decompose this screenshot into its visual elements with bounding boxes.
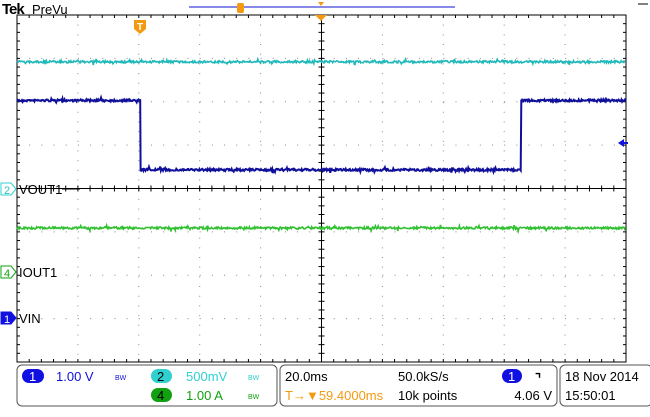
record-trigger-marker xyxy=(237,3,244,13)
svg-text:2: 2 xyxy=(157,369,164,384)
svg-text:4: 4 xyxy=(157,388,164,403)
svg-text:4: 4 xyxy=(4,268,10,280)
svg-text:1: 1 xyxy=(508,369,515,384)
channel-2-bw-icon: BW xyxy=(248,375,260,382)
graticule xyxy=(16,14,627,363)
channel-1-marker[interactable]: 1 xyxy=(0,311,17,326)
acquisition-mode: PreVu xyxy=(32,2,68,17)
horizontal-readout-panel[interactable]: 20.0ms 50.0kS/s 1 ⌝ T→▼59.4000ms 10k poi… xyxy=(279,364,558,407)
time: 15:50:01 xyxy=(565,388,616,403)
svg-text:1: 1 xyxy=(4,314,10,326)
horizontal-delay: 59.4000ms xyxy=(319,388,384,403)
trigger-position-marker[interactable]: T xyxy=(134,20,146,34)
channel-2-scale: 500mV xyxy=(186,369,228,384)
record-center-marker xyxy=(318,2,324,6)
channel-2-badge xyxy=(151,369,172,383)
trace-iout1 xyxy=(16,222,627,235)
trace-vin xyxy=(16,94,627,176)
channel-1-bw-icon: BW xyxy=(115,375,127,382)
delay-arrow-icon: T→▼ xyxy=(285,388,319,403)
record-length: 10k points xyxy=(398,388,458,403)
trigger-level-arrow[interactable] xyxy=(618,139,628,147)
sample-rate: 50.0kS/s xyxy=(398,369,449,384)
time-per-div: 20.0ms xyxy=(285,369,328,384)
channel-2-label: VOUT1 xyxy=(19,182,62,197)
brand-logo: Tek xyxy=(2,1,25,18)
vertical-readout-panel[interactable]: 1 1.00 V BW 2 500mV BW 4 1.00 A BW xyxy=(16,364,278,407)
channel-2-marker[interactable]: 2 xyxy=(0,182,17,197)
horizontal-delay-readout: T→▼59.4000ms xyxy=(285,388,384,403)
channel-4-badge xyxy=(151,388,172,402)
expansion-point-marker xyxy=(315,15,327,21)
trigger-level: 4.06 V xyxy=(514,388,552,403)
waveforms xyxy=(16,56,627,235)
date: 18 Nov 2014 xyxy=(565,369,639,384)
channel-1-badge xyxy=(22,369,44,383)
trigger-source-badge xyxy=(502,369,522,383)
channel-4-scale: 1.00 A xyxy=(186,388,223,403)
svg-text:2: 2 xyxy=(4,185,10,197)
svg-text:1: 1 xyxy=(29,369,36,384)
channel-4-marker[interactable]: 4 xyxy=(0,265,17,280)
svg-text:T: T xyxy=(137,22,143,33)
channel-4-label: IOUT1 xyxy=(19,265,57,280)
channel-1-label: VIN xyxy=(19,311,41,326)
channel-1-scale: 1.00 V xyxy=(56,369,94,384)
trace-vout1 xyxy=(16,56,626,67)
channel-4-bw-icon: BW xyxy=(248,394,260,401)
datetime-panel: 18 Nov 2014 15:50:01 xyxy=(559,364,650,407)
falling-edge-icon: ⌝ xyxy=(535,371,541,386)
